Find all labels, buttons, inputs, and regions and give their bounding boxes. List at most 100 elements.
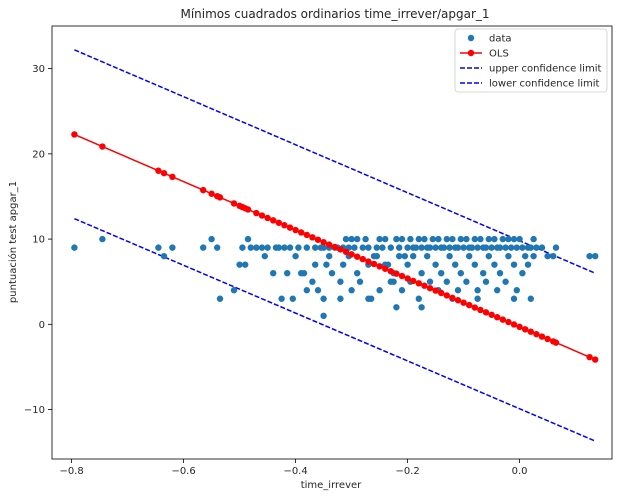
- data-point: [477, 235, 484, 243]
- ols-point: [410, 277, 417, 285]
- data-point: [160, 252, 168, 260]
- data-point: [314, 287, 322, 294]
- data-point: [407, 235, 414, 243]
- data-point: [356, 278, 364, 285]
- data-point: [354, 269, 361, 277]
- data-point: [244, 235, 252, 243]
- data-point: [320, 244, 327, 251]
- ols-point: [438, 289, 445, 297]
- x-tick-label: 0.0: [512, 466, 528, 477]
- ols-point: [275, 219, 282, 226]
- data-point: [337, 278, 344, 285]
- data-point: [348, 235, 355, 243]
- data-point: [586, 252, 593, 260]
- ols-point: [432, 287, 439, 294]
- data-point: [398, 287, 406, 294]
- data-point: [421, 235, 428, 243]
- data-point: [365, 244, 372, 251]
- data-point: [401, 252, 408, 260]
- ols-point: [298, 229, 305, 236]
- data-point: [230, 287, 238, 294]
- data-point: [300, 269, 308, 277]
- data-point: [348, 287, 355, 294]
- ols-point: [230, 200, 238, 207]
- data-point: [482, 278, 490, 285]
- x-axis-label: time_irrever: [301, 480, 362, 491]
- ols-point: [216, 194, 224, 201]
- data-point: [404, 261, 411, 268]
- ols-point: [281, 222, 288, 229]
- data-point: [502, 244, 509, 251]
- ols-point: [303, 231, 310, 239]
- data-point: [513, 287, 520, 294]
- data-point: [337, 295, 344, 302]
- data-point: [99, 235, 106, 243]
- data-point: [359, 244, 366, 251]
- data-point: [463, 278, 470, 285]
- data-point: [261, 252, 268, 260]
- data-point: [379, 244, 386, 251]
- x-tick-label: −0.6: [171, 466, 195, 477]
- data-point: [216, 295, 224, 302]
- ols-point: [544, 335, 551, 343]
- data-point: [474, 244, 481, 251]
- data-point: [449, 235, 456, 243]
- data-point: [485, 235, 492, 243]
- axes-frame: [51, 25, 613, 460]
- data-point: [499, 235, 506, 243]
- data-point: [418, 269, 425, 277]
- data-point: [275, 244, 282, 251]
- ols-point: [169, 173, 176, 180]
- ols-point: [522, 326, 529, 333]
- data-point: [524, 261, 532, 268]
- data-point: [510, 261, 518, 268]
- data-point: [482, 244, 490, 251]
- ols-point: [337, 246, 344, 253]
- data-point: [491, 261, 498, 268]
- data-point: [454, 244, 462, 251]
- data-point: [510, 295, 518, 302]
- data-point: [426, 278, 434, 285]
- data-point: [527, 295, 534, 302]
- y-tick-label: 0: [39, 320, 45, 331]
- data-point: [258, 244, 266, 251]
- ols-point: [314, 236, 322, 243]
- data-point: [488, 244, 495, 251]
- data-point: [460, 244, 467, 251]
- data-point: [264, 244, 271, 251]
- data-point: [214, 244, 221, 251]
- data-point: [510, 235, 518, 243]
- ols-point: [482, 309, 490, 316]
- data-point: [519, 244, 526, 251]
- legend-label: OLS: [489, 49, 509, 60]
- data-point: [550, 252, 557, 260]
- data-point: [491, 235, 498, 243]
- data-point: [522, 252, 529, 260]
- data-point: [393, 304, 400, 311]
- data-point: [485, 252, 492, 260]
- y-tick-label: −10: [24, 405, 45, 416]
- ols-point: [466, 301, 473, 309]
- data-point: [452, 261, 459, 268]
- data-point: [516, 235, 523, 243]
- data-point: [365, 295, 372, 302]
- data-point: [387, 278, 394, 285]
- data-point: [295, 244, 302, 251]
- data-point: [303, 244, 310, 251]
- ols-point: [477, 306, 484, 314]
- ols-point: [449, 294, 456, 302]
- data-point: [496, 269, 504, 277]
- data-point: [289, 295, 296, 302]
- data-point: [552, 244, 560, 251]
- data-point: [496, 244, 504, 251]
- legend-label: data: [489, 34, 512, 45]
- data-point: [208, 235, 215, 243]
- data-point: [527, 244, 534, 251]
- legend-marker: [467, 34, 475, 42]
- data-point: [278, 295, 285, 302]
- data-point: [309, 278, 316, 285]
- x-tick-label: −0.8: [59, 466, 83, 477]
- ols-point: [443, 292, 450, 299]
- ols-point: [488, 311, 495, 318]
- data-point: [508, 244, 515, 251]
